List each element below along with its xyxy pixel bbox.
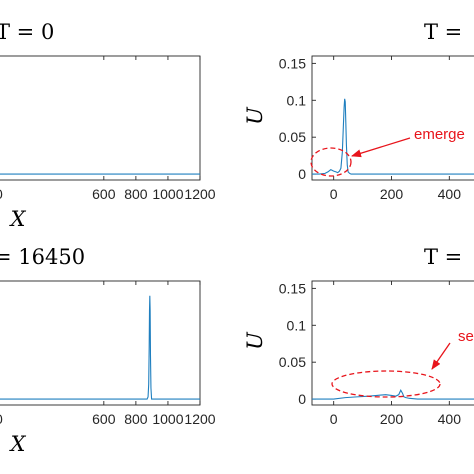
y-tick-label: 0.1 (287, 92, 307, 108)
y-axis-label: U (243, 331, 267, 350)
x-tick-label: 400 (438, 411, 462, 427)
annotation-se: se (331, 328, 474, 398)
y-tick-label: 0.15 (279, 55, 306, 71)
annotation-emerge: emerge (310, 126, 465, 177)
x-tick-label-partial: 0 (0, 411, 3, 427)
y-tick-label: 0.15 (279, 280, 306, 296)
x-tick-label: 200 (380, 186, 404, 202)
axes-box (311, 280, 474, 406)
series-line (0, 295, 200, 400)
x-tick-label: 1200 (184, 411, 215, 427)
annotation-label: emerge (414, 126, 465, 143)
chart-panel-1: 0 200 400 0 0.05 0.1 0.15 U (243, 55, 474, 202)
panel-title: T = (424, 20, 462, 44)
series-line (312, 98, 474, 175)
annotation-arrow (431, 342, 451, 370)
x-tick-label: 1200 (184, 186, 215, 202)
y-tick-label: 0 (298, 166, 306, 182)
x-tick-label: 800 (124, 411, 148, 427)
axes-box (311, 55, 474, 181)
y-tick-label: 0.05 (279, 354, 306, 370)
chart-panel-3: 0 200 400 0 0.05 0.1 0.15 U (243, 280, 474, 427)
annotation-arrow (351, 137, 411, 158)
x-tick-label: 800 (124, 186, 148, 202)
x-axis-label: X (9, 432, 27, 456)
x-tick-label: 600 (92, 186, 116, 202)
panel-title: T = 0 (0, 20, 54, 44)
y-tick-label: 0.1 (287, 317, 307, 333)
y-tick-label: 0 (298, 391, 306, 407)
x-tick-label-partial: 0 (0, 186, 3, 202)
annotation-ellipse (310, 147, 352, 177)
y-tick-label: 0.05 (279, 129, 306, 145)
x-tick-label: 400 (438, 186, 462, 202)
y-axis-label: U (243, 106, 267, 125)
x-axis-label: X (9, 207, 27, 231)
x-tick-label: 200 (380, 411, 404, 427)
axes-box (0, 55, 201, 181)
x-tick-label: 1000 (152, 186, 183, 202)
annotation-ellipse (331, 370, 441, 398)
annotation-label: se (458, 328, 474, 345)
panel-title: = 16450 (0, 245, 85, 269)
x-tick-label: 1000 (152, 411, 183, 427)
axes-box (0, 280, 201, 406)
panel-title: T = (424, 245, 462, 269)
x-tick-label: 600 (92, 411, 116, 427)
series-line (312, 389, 474, 400)
x-tick-label: 0 (330, 411, 338, 427)
x-tick-label: 0 (330, 186, 338, 202)
